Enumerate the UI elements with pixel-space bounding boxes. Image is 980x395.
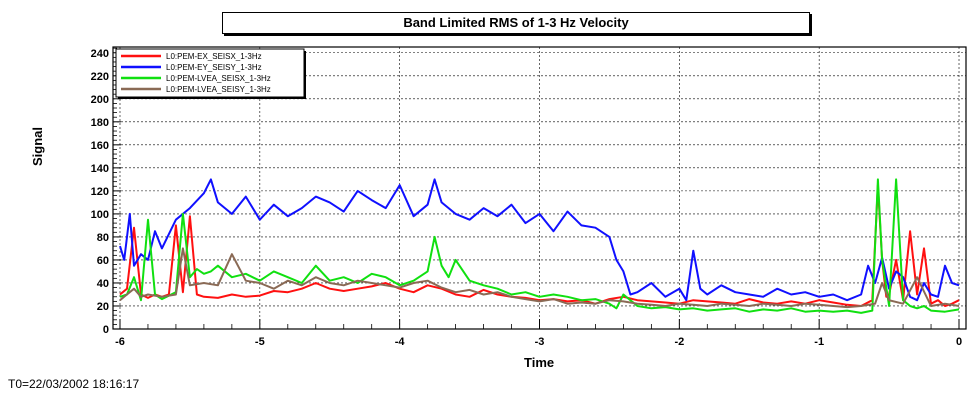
series-line-3 — [119, 178, 960, 314]
x-tick-label: -1 — [814, 336, 824, 348]
x-tick-label: -3 — [535, 336, 545, 348]
legend-entry-2: L0:PEM-EY_SEISY_1-3Hz — [166, 63, 262, 72]
series-line-4 — [119, 247, 960, 309]
y-tick-label: 240 — [91, 48, 109, 60]
legend-entry-1: L0:PEM-EX_SEISX_1-3Hz — [166, 52, 262, 61]
y-tick-label: 80 — [97, 232, 109, 244]
y-tick-label: 40 — [97, 278, 109, 290]
y-tick-label: 160 — [91, 140, 109, 152]
y-tick-label: 60 — [97, 255, 109, 267]
x-tick-label: -2 — [674, 336, 684, 348]
y-tick-label: 120 — [91, 186, 109, 198]
y-tick-label: 180 — [91, 117, 109, 129]
x-tick-label: -5 — [255, 336, 265, 348]
y-tick-label: 100 — [91, 209, 109, 221]
chart-title: Band Limited RMS of 1-3 Hz Velocity — [222, 12, 810, 34]
t0-timestamp: T0=22/03/2002 18:16:17 — [8, 377, 140, 391]
y-tick-label: 140 — [91, 163, 109, 175]
axis-layer: 0 20 40 60 80 100 120 140 160 180 200 220 240 -6 -5 -4 -… — [91, 47, 962, 348]
legend-entry-4: L0:PEM-LVEA_SEISY_1-3Hz — [166, 85, 271, 94]
x-tick-label: -6 — [115, 336, 125, 348]
legend: L0:PEM-EX_SEISX_1-3Hz L0:PEM-EY_SEISY_1-3… — [115, 48, 306, 99]
y-tick-label: 200 — [91, 94, 109, 106]
x-tick-label: -4 — [395, 336, 406, 348]
y-tick-label: 20 — [97, 301, 109, 313]
grid-layer — [113, 47, 966, 329]
series-line-2 — [119, 178, 960, 302]
x-axis-label: Time — [524, 355, 555, 370]
y-tick-label: 220 — [91, 71, 109, 83]
series-layer — [119, 178, 960, 314]
x-tick-label: 0 — [956, 336, 962, 348]
legend-entry-3: L0:PEM-LVEA_SEISX_1-3Hz — [166, 74, 271, 83]
y-tick-label: 0 — [103, 324, 109, 336]
